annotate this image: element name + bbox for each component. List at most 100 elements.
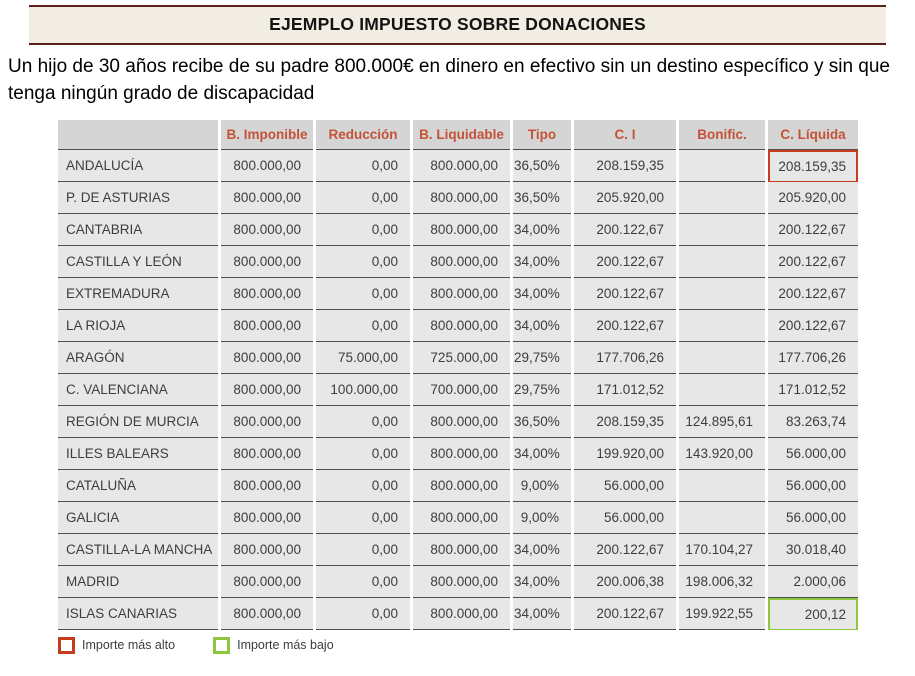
bonific-cell [679,181,765,214]
b-liquidable-cell: 800.000,00 [413,277,510,310]
bonific-cell: 124.895,61 [679,405,765,438]
tax-comparison-table: B. Imponible Reducción B. Liquidable Tip… [55,119,861,630]
legend-high-swatch [58,636,75,654]
b-imponible-cell: 800.000,00 [221,277,313,310]
ci-cell: 200.122,67 [574,533,676,566]
bonific-cell [679,149,765,182]
c-liquida-cell: 171.012,52 [768,373,858,406]
region-cell: CASTILLA Y LEÓN [58,245,218,278]
ci-cell: 199.920,00 [574,437,676,470]
reduccion-cell: 0,00 [316,149,410,182]
ci-cell: 208.159,35 [574,149,676,182]
b-imponible-cell: 800.000,00 [221,149,313,182]
ci-cell: 208.159,35 [574,405,676,438]
c-liquida-cell: 56.000,00 [768,501,858,534]
tipo-cell: 9,00% [513,501,571,534]
reduccion-cell: 0,00 [316,213,410,246]
region-cell: ARAGÓN [58,341,218,374]
bonific-cell [679,373,765,406]
b-imponible-cell: 800.000,00 [221,437,313,470]
tipo-cell: 34,00% [513,437,571,470]
b-liquidable-cell: 800.000,00 [413,245,510,278]
reduccion-cell: 0,00 [316,469,410,502]
column-header-c-liquida: C. Líquida [768,119,858,150]
bonific-cell: 198.006,32 [679,565,765,598]
region-cell: EXTREMADURA [58,277,218,310]
table-row: ARAGÓN 800.000,00 75.000,00 725.000,00 29,75… [58,341,858,374]
c-liquida-cell: 200,12 [768,597,858,630]
reduccion-cell: 75.000,00 [316,341,410,374]
bonific-cell: 170.104,27 [679,533,765,566]
b-liquidable-cell: 800.000,00 [413,533,510,566]
c-liquida-cell: 208.159,35 [768,149,858,182]
b-liquidable-cell: 800.000,00 [413,437,510,470]
reduccion-cell: 0,00 [316,437,410,470]
page-title: EJEMPLO IMPUESTO SOBRE DONACIONES [29,5,886,45]
bonific-cell [679,213,765,246]
region-cell: ISLAS CANARIAS [58,597,218,630]
region-cell: LA RIOJA [58,309,218,342]
c-liquida-cell: 2.000,06 [768,565,858,598]
b-imponible-cell: 800.000,00 [221,181,313,214]
bonific-cell [679,277,765,310]
reduccion-cell: 0,00 [316,181,410,214]
b-imponible-cell: 800.000,00 [221,565,313,598]
column-header-ci: C. I [574,119,676,150]
column-header-reduccion: Reducción [316,119,410,150]
b-liquidable-cell: 800.000,00 [413,181,510,214]
b-liquidable-cell: 800.000,00 [413,469,510,502]
region-cell: MADRID [58,565,218,598]
b-liquidable-cell: 800.000,00 [413,597,510,630]
c-liquida-cell: 200.122,67 [768,277,858,310]
ci-cell: 205.920,00 [574,181,676,214]
reduccion-cell: 0,00 [316,405,410,438]
column-header-tipo: Tipo [513,119,571,150]
tipo-cell: 29,75% [513,341,571,374]
c-liquida-cell: 205.920,00 [768,181,858,214]
b-imponible-cell: 800.000,00 [221,373,313,406]
b-liquidable-cell: 800.000,00 [413,405,510,438]
column-header-b-liquidable: B. Liquidable [413,119,510,150]
ci-cell: 200.122,67 [574,597,676,630]
b-imponible-cell: 800.000,00 [221,501,313,534]
legend: Importe más alto Importe más bajo [58,636,915,654]
table-row: CANTABRIA 800.000,00 0,00 800.000,00 34,00% 2… [58,213,858,246]
tax-table-wrapper: B. Imponible Reducción B. Liquidable Tip… [55,119,915,630]
bonific-cell: 199.922,55 [679,597,765,630]
c-liquida-cell: 200.122,67 [768,213,858,246]
region-cell: ILLES BALEARS [58,437,218,470]
bonific-cell [679,245,765,278]
b-imponible-cell: 800.000,00 [221,213,313,246]
ci-cell: 200.122,67 [574,309,676,342]
ci-cell: 200.122,67 [574,277,676,310]
ci-cell: 177.706,26 [574,341,676,374]
b-imponible-cell: 800.000,00 [221,597,313,630]
column-header-region [58,119,218,150]
table-row: REGIÓN DE MURCIA 800.000,00 0,00 800.000,00… [58,405,858,438]
reduccion-cell: 100.000,00 [316,373,410,406]
table-header: B. Imponible Reducción B. Liquidable Tip… [58,119,858,150]
region-cell: REGIÓN DE MURCIA [58,405,218,438]
ci-cell: 56.000,00 [574,501,676,534]
tipo-cell: 34,00% [513,277,571,310]
b-liquidable-cell: 800.000,00 [413,309,510,342]
region-cell: CATALUÑA [58,469,218,502]
table-row: C. VALENCIANA 800.000,00 100.000,00 700.000… [58,373,858,406]
ci-cell: 200.122,67 [574,213,676,246]
table-body: ANDALUCÍA 800.000,00 0,00 800.000,00 36,50% 2… [58,149,858,630]
reduccion-cell: 0,00 [316,597,410,630]
tipo-cell: 36,50% [513,149,571,182]
tipo-cell: 9,00% [513,469,571,502]
slide: EJEMPLO IMPUESTO SOBRE DONACIONES Un hij… [0,5,915,676]
column-header-bonific: Bonific. [679,119,765,150]
ci-cell: 171.012,52 [574,373,676,406]
table-row: ANDALUCÍA 800.000,00 0,00 800.000,00 36,50% 2… [58,149,858,182]
reduccion-cell: 0,00 [316,533,410,566]
table-row: ISLAS CANARIAS 800.000,00 0,00 800.000,00 34… [58,597,858,630]
bonific-cell [679,469,765,502]
legend-low-label: Importe más bajo [237,638,334,653]
table-row: GALICIA 800.000,00 0,00 800.000,00 9,00% 56.0… [58,501,858,534]
region-cell: CASTILLA-LA MANCHA [58,533,218,566]
b-imponible-cell: 800.000,00 [221,469,313,502]
table-row: LA RIOJA 800.000,00 0,00 800.000,00 34,00% 20… [58,309,858,342]
